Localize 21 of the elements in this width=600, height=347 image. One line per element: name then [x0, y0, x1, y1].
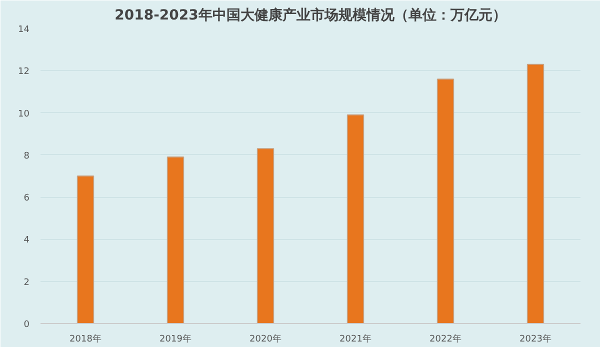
x-tick-label: 2023年 [520, 334, 552, 344]
bar [256, 148, 274, 324]
x-tick-label: 2020年 [250, 334, 282, 344]
x-tick-label: 2019年 [160, 334, 192, 344]
y-tick-label: 6 [24, 194, 30, 204]
bar [436, 78, 454, 324]
y-tick-label: 12 [18, 67, 30, 78]
bar [76, 176, 94, 324]
y-tick-label: 4 [24, 236, 30, 246]
y-tick-label: 8 [24, 151, 30, 162]
y-tick-label: 2 [24, 278, 30, 288]
y-tick-label: 0 [24, 320, 30, 330]
bar [346, 114, 364, 324]
bar [526, 64, 544, 324]
chart-title: 2018-2023年中国大健康产业市场规模情况（单位：万亿元） [114, 6, 506, 24]
y-tick-label: 14 [18, 25, 30, 35]
x-tick-label: 2022年 [430, 334, 462, 344]
x-tick-label: 2018年 [70, 334, 102, 344]
y-tick-label: 10 [18, 109, 30, 120]
x-tick-label: 2021年 [340, 334, 372, 344]
bar [166, 156, 184, 324]
